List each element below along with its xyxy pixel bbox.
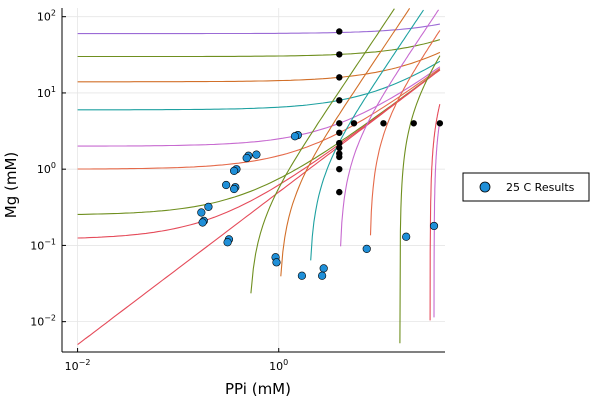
x-axis-title: PPi (mM): [225, 380, 291, 398]
black-data-point: [336, 28, 343, 35]
black-data-point: [336, 139, 343, 147]
data-series-25c: [197, 130, 439, 280]
model-curve-line: [77, 67, 441, 170]
black-data-point: [336, 120, 343, 127]
model-curve-line: [77, 69, 441, 215]
data-point: [290, 132, 300, 141]
y-axis-title: Mg (mM): [2, 152, 20, 219]
x-tick-label: 100: [269, 358, 288, 373]
model-curve-line: [77, 39, 441, 58]
model-curve-line: [429, 103, 441, 321]
data-point: [197, 208, 206, 217]
model-curves: [77, 8, 441, 346]
model-curve-line: [77, 69, 441, 239]
model-curve-line: [77, 60, 441, 111]
data-point: [362, 244, 371, 254]
data-point: [272, 258, 281, 267]
model-curve-line: [77, 51, 441, 83]
black-data-point: [336, 74, 343, 81]
y-tick-label: 101: [37, 85, 56, 100]
legend-marker: [479, 181, 491, 193]
model-curve-line: [340, 9, 440, 247]
black-data-point: [350, 120, 358, 127]
legend: 25 C Results: [462, 172, 590, 202]
y-tick-label: 10−1: [30, 237, 56, 252]
data-point: [222, 180, 231, 190]
data-point: [198, 218, 207, 227]
model-curve-line: [399, 55, 441, 344]
data-point: [204, 202, 213, 212]
data-point: [319, 264, 328, 273]
model-curve-line: [77, 69, 441, 346]
data-point: [223, 238, 232, 247]
grid: [62, 8, 445, 352]
x-tick-label: 10−2: [65, 358, 91, 373]
data-point: [242, 153, 251, 163]
model-curve-line: [250, 8, 395, 294]
black-data-point: [336, 188, 343, 196]
model-curve-line: [280, 8, 411, 277]
y-tick-label: 10−2: [30, 314, 56, 329]
model-curve-line: [310, 9, 424, 261]
data-point: [230, 184, 239, 194]
data-point: [297, 271, 307, 280]
axes: [61, 8, 445, 353]
black-data-point: [336, 51, 343, 58]
data-point: [252, 150, 261, 159]
data-point: [230, 166, 239, 175]
data-point: [318, 271, 327, 280]
black-data-point: [436, 120, 444, 127]
data-point: [429, 221, 439, 231]
black-data-point: [336, 129, 343, 136]
model-curve-line: [433, 120, 441, 318]
y-tick-label: 100: [37, 161, 56, 176]
black-points: [336, 28, 444, 196]
black-data-point: [380, 120, 387, 127]
data-point: [402, 232, 411, 241]
black-data-point: [336, 97, 343, 104]
black-data-point: [336, 153, 343, 161]
model-curve-line: [77, 66, 441, 147]
legend-label: 25 C Results: [506, 181, 575, 194]
tick-labels: 10−2 100 10−2 10−1 100 101 102: [30, 9, 288, 373]
black-data-point: [410, 120, 417, 127]
black-data-point: [336, 165, 343, 173]
black-data-point: [336, 144, 343, 152]
y-tick-label: 102: [37, 9, 56, 24]
model-curve-line: [369, 30, 441, 236]
